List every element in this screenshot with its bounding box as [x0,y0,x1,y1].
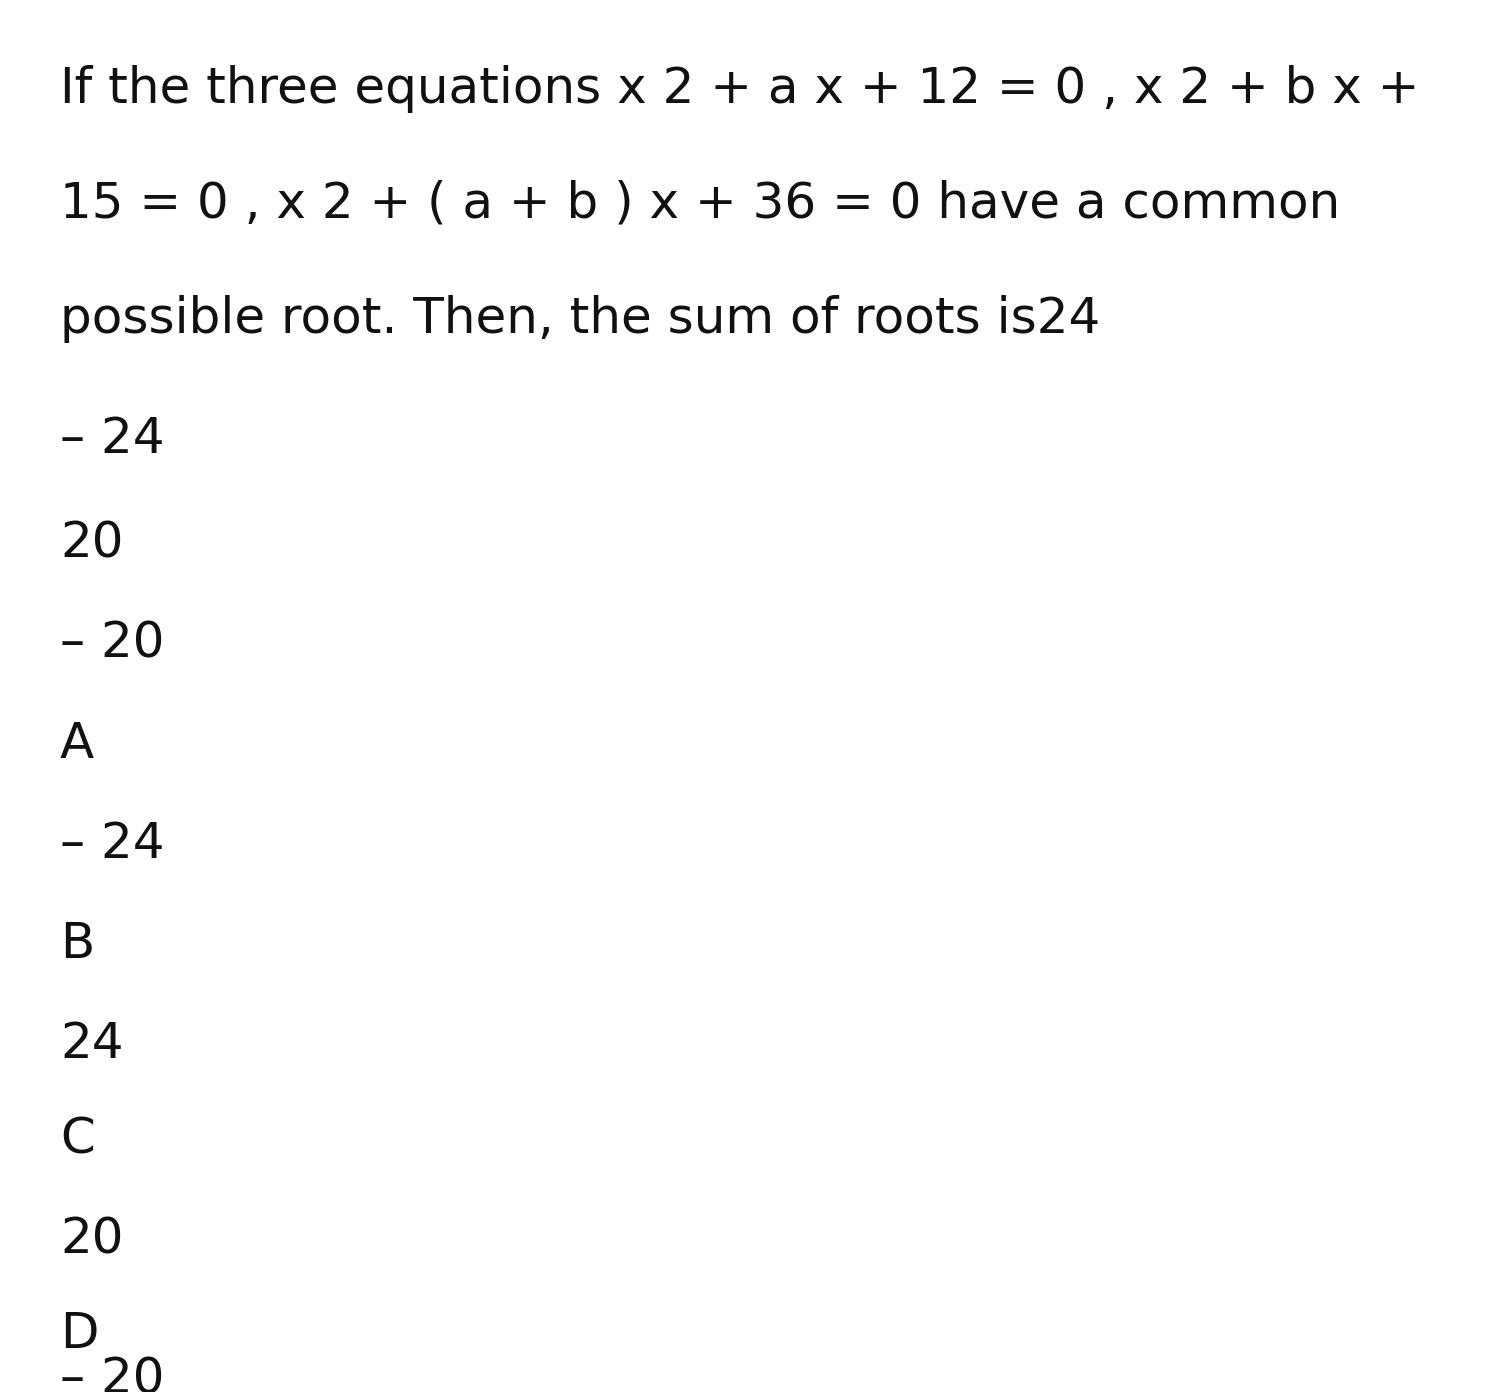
Text: D: D [60,1310,99,1359]
Text: 20: 20 [60,1215,123,1263]
Text: If the three equations x 2 + a x + 12 = 0 , x 2 + b x +: If the three equations x 2 + a x + 12 = … [60,65,1419,113]
Text: – 20: – 20 [60,619,165,668]
Text: – 20: – 20 [60,1354,165,1392]
Text: possible root. Then, the sum of roots is24: possible root. Then, the sum of roots is… [60,295,1100,342]
Text: – 24: – 24 [60,820,165,869]
Text: A: A [60,720,94,768]
Text: C: C [60,1115,94,1162]
Text: 20: 20 [60,521,123,568]
Text: 15 = 0 , x 2 + ( a + b ) x + 36 = 0 have a common: 15 = 0 , x 2 + ( a + b ) x + 36 = 0 have… [60,180,1341,228]
Text: 24: 24 [60,1020,123,1068]
Text: – 24: – 24 [60,415,165,464]
Text: B: B [60,920,94,967]
